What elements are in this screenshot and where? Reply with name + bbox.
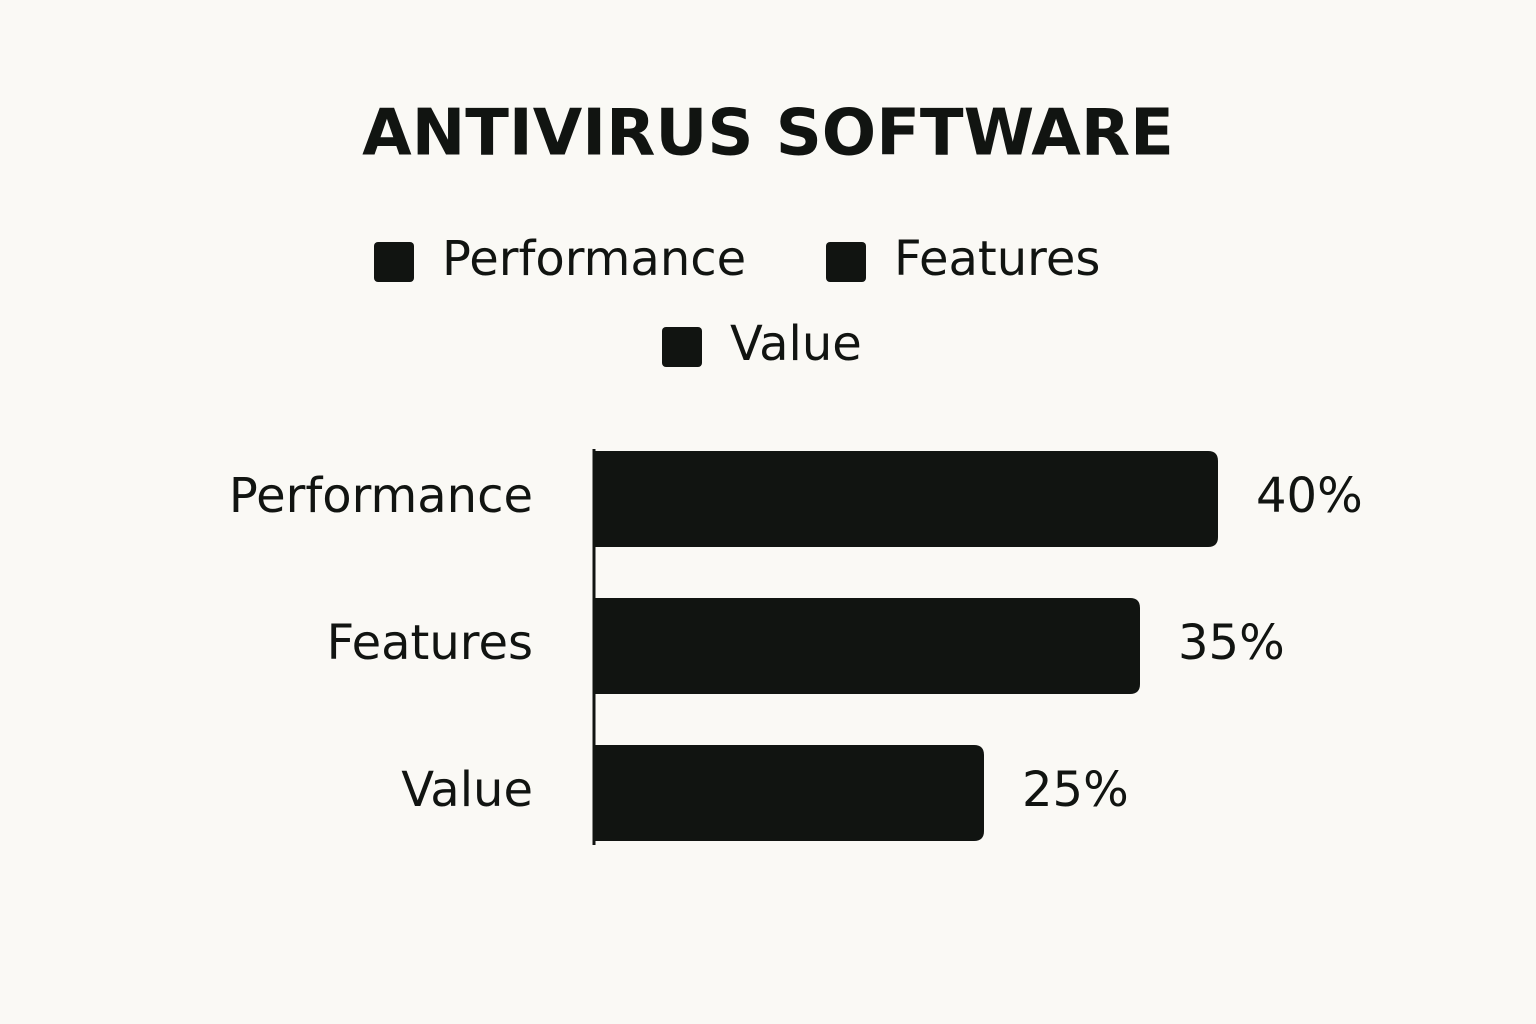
category-label: Value	[401, 762, 533, 818]
legend-label: Value	[730, 316, 862, 372]
legend-label: Performance	[442, 231, 746, 287]
value-label: 25%	[1022, 762, 1129, 818]
value-label: 35%	[1178, 615, 1285, 671]
bar	[594, 745, 984, 841]
value-label: 40%	[1256, 468, 1363, 524]
legend-swatch	[826, 242, 866, 282]
legend-label: Features	[894, 231, 1100, 287]
bar	[594, 598, 1140, 694]
bar	[594, 451, 1218, 547]
legend-swatch	[374, 242, 414, 282]
category-label: Performance	[229, 468, 533, 524]
legend-swatch	[662, 327, 702, 367]
category-label: Features	[327, 615, 533, 671]
chart-title: ANTIVIRUS SOFTWARE	[362, 97, 1174, 171]
